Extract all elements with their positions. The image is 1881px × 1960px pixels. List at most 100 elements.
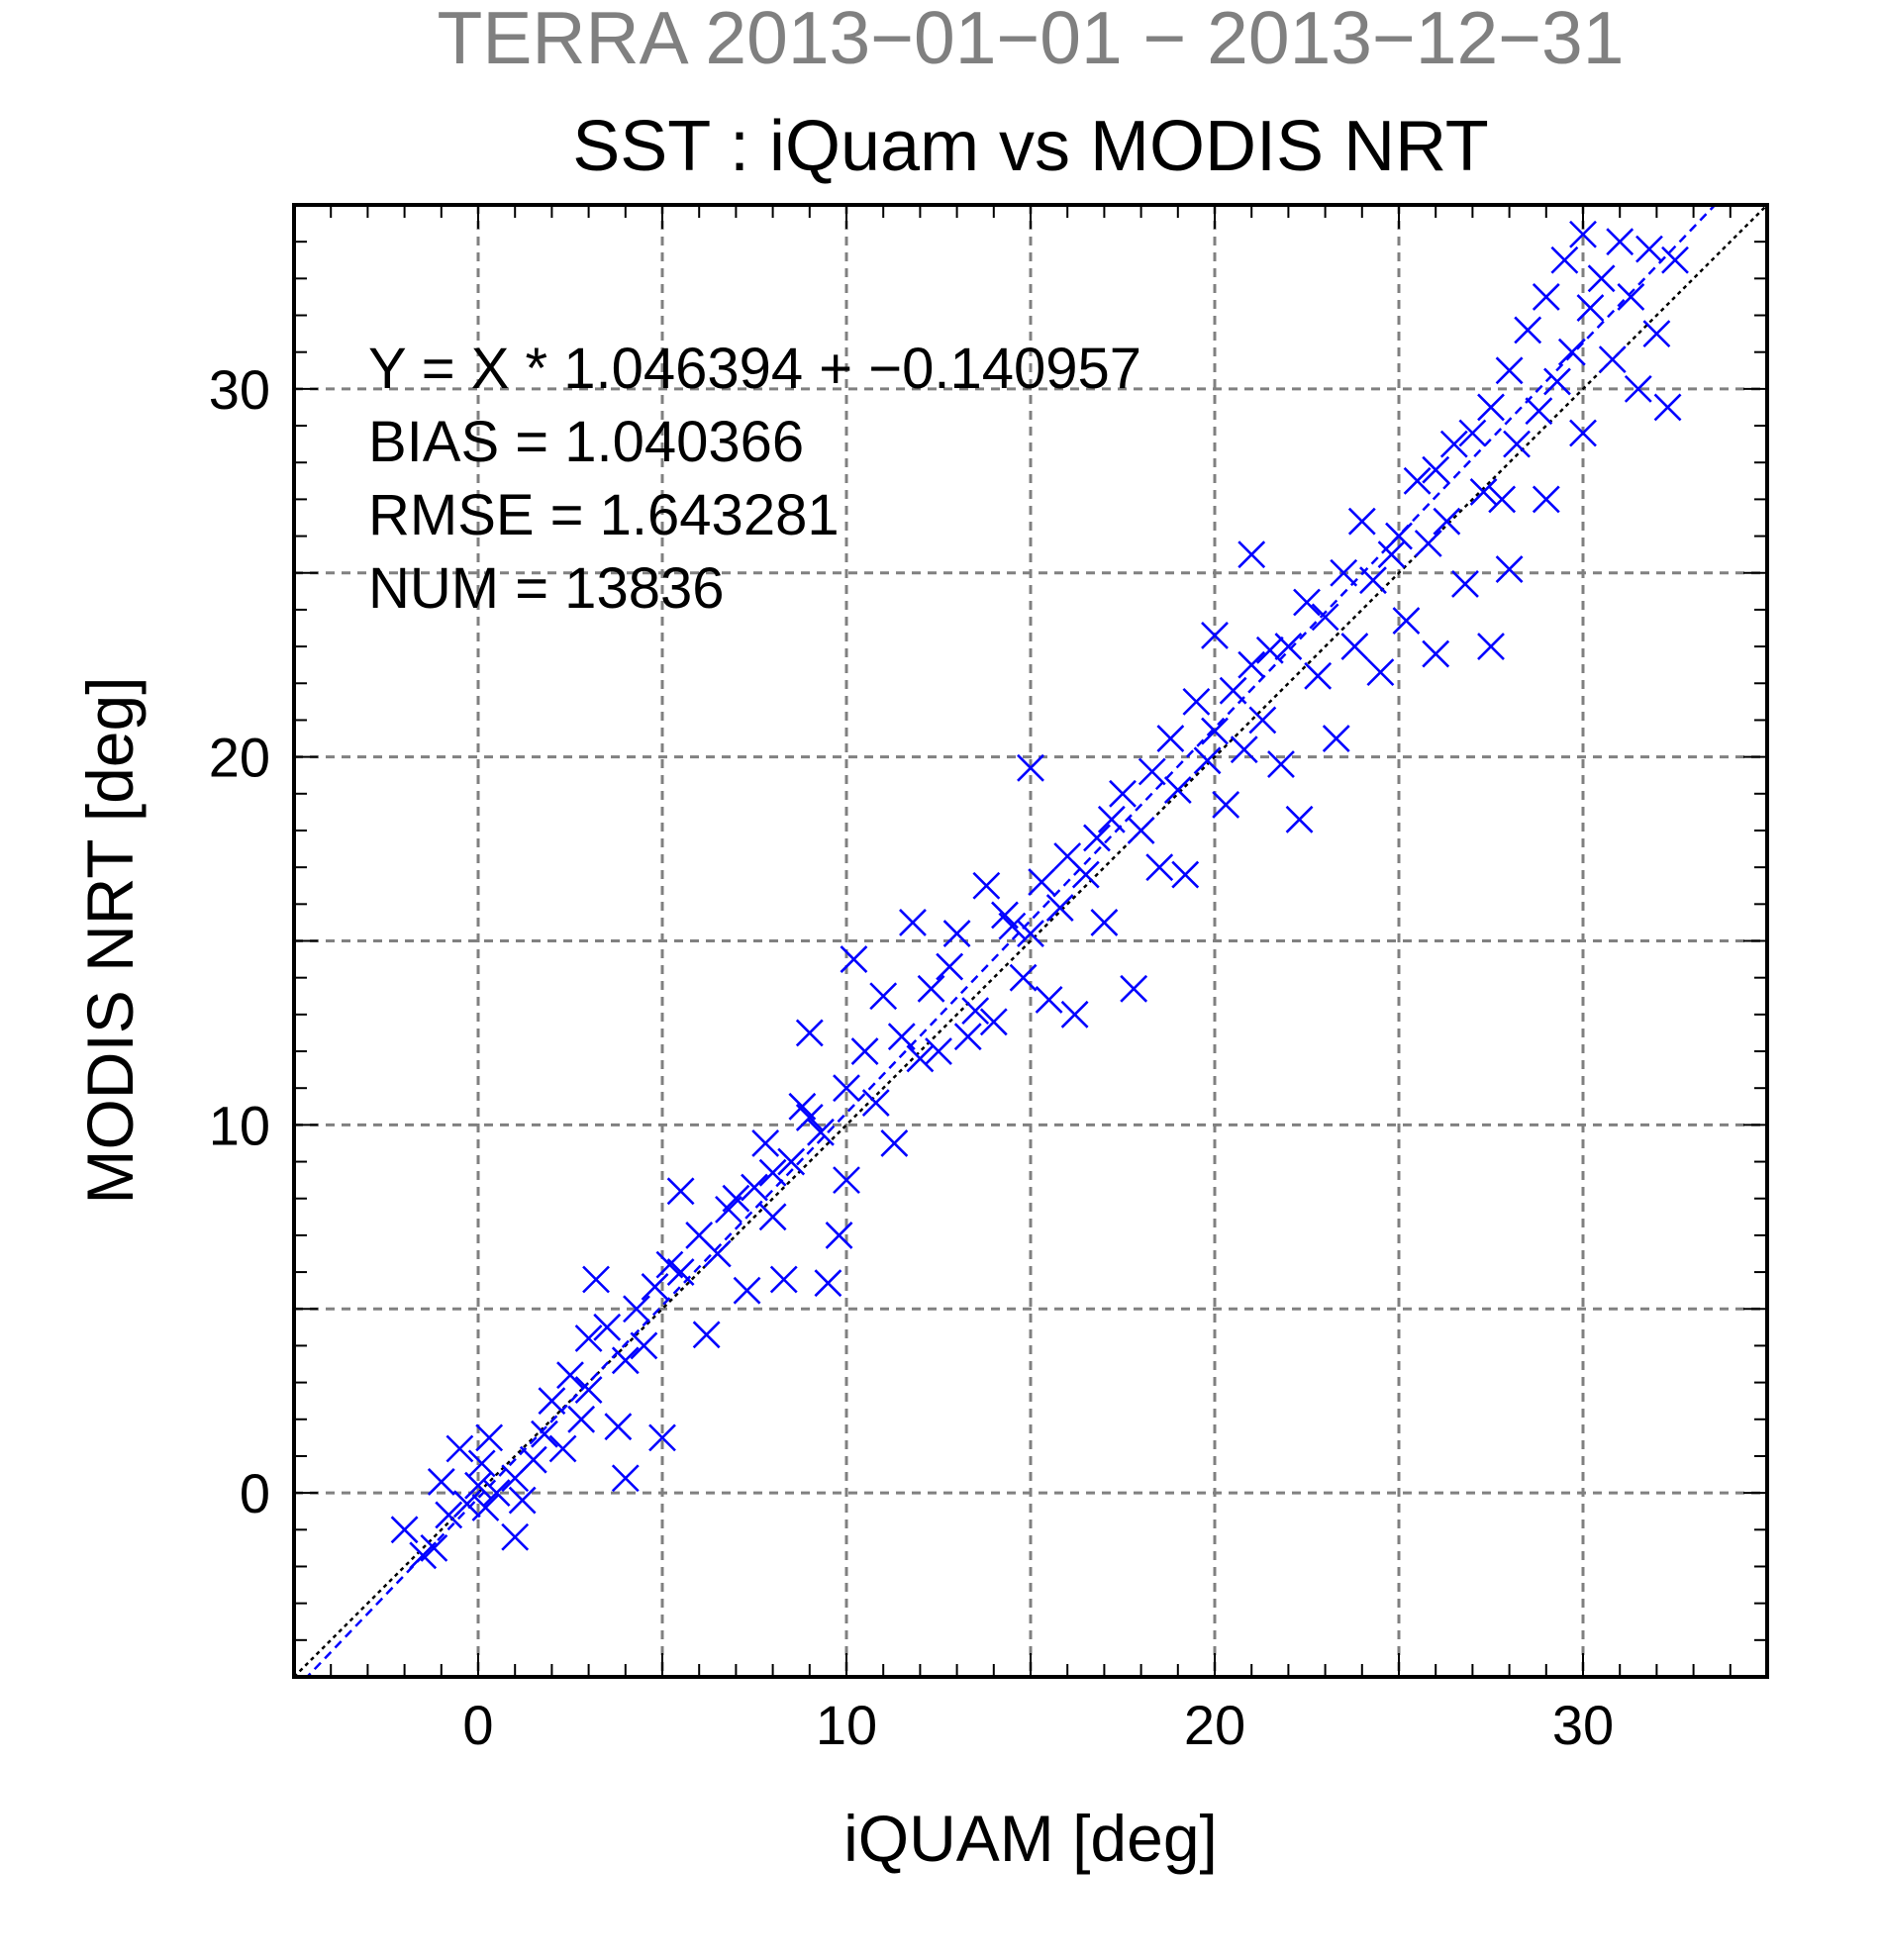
stats-box: Y = X * 1.046394 + −0.140957 BIAS = 1.04…: [368, 337, 1141, 621]
data-point: [1377, 540, 1406, 569]
y-tick-label: 30: [209, 358, 270, 421]
data-point: [1598, 345, 1627, 374]
stat-fit-equation: Y = X * 1.046394 + −0.140957: [368, 337, 1141, 401]
stat-rmse: RMSE = 1.643281: [368, 483, 840, 547]
data-point: [1576, 294, 1605, 323]
y-axis-label: MODIS NRT [deg]: [73, 676, 147, 1204]
data-point: [795, 1104, 824, 1131]
data-point: [1267, 750, 1295, 778]
data-point: [1617, 283, 1645, 311]
data-point: [751, 1129, 780, 1157]
data-point: [1385, 522, 1413, 550]
data-point: [906, 1044, 935, 1073]
data-point: [825, 1221, 853, 1249]
data-point: [741, 1173, 768, 1202]
data-point: [1171, 860, 1200, 889]
data-point: [703, 1239, 732, 1268]
data-point: [1212, 791, 1240, 819]
data-point: [1156, 725, 1185, 752]
data-point: [1028, 868, 1056, 896]
data-points: [390, 220, 1689, 1570]
data-point: [1569, 220, 1597, 248]
data-point: [1477, 393, 1505, 422]
data-point: [1219, 676, 1247, 705]
data-point: [979, 1008, 1008, 1036]
data-point: [1550, 245, 1579, 274]
y-tick-label: 20: [209, 727, 270, 789]
data-point: [604, 1413, 633, 1441]
chart-title: TERRA 2013−01−01 − 2013−12−31: [438, 0, 1625, 79]
data-point: [1083, 824, 1111, 852]
data-point: [758, 1158, 787, 1187]
data-point: [1532, 485, 1560, 514]
data-point: [1525, 397, 1553, 426]
data-point: [1635, 235, 1663, 263]
data-point: [833, 1166, 860, 1195]
data-point: [869, 982, 898, 1011]
data-point: [1120, 974, 1148, 1003]
data-point: [833, 1074, 860, 1103]
data-point: [1340, 633, 1369, 661]
data-point: [475, 1423, 504, 1452]
data-point: [1238, 650, 1266, 679]
data-point: [482, 1479, 511, 1508]
data-point: [556, 1361, 584, 1390]
data-point: [1477, 633, 1505, 661]
data-point: [1557, 338, 1586, 366]
data-point: [953, 1023, 982, 1051]
data-point: [574, 1376, 603, 1404]
data-point: [1201, 622, 1229, 649]
data-point: [1017, 753, 1044, 782]
data-point: [390, 1516, 419, 1544]
data-point: [1414, 530, 1442, 557]
data-point: [1532, 283, 1560, 311]
data-point: [1503, 430, 1531, 458]
y-tick-label: 10: [209, 1094, 270, 1156]
data-point: [427, 1468, 455, 1496]
data-point: [1495, 356, 1524, 385]
data-point: [936, 952, 964, 981]
data-point: [1606, 228, 1634, 256]
data-point: [795, 1019, 824, 1047]
data-point: [1230, 735, 1258, 764]
data-point: [722, 1184, 750, 1213]
data-point: [1304, 661, 1333, 690]
data-point: [1060, 1000, 1089, 1029]
data-point: [840, 945, 868, 974]
data-point: [446, 1434, 474, 1463]
data-point: [942, 920, 971, 947]
data-point: [648, 1423, 676, 1452]
data-point: [464, 1471, 492, 1500]
data-point: [1090, 908, 1119, 936]
chart-subtitle: SST : iQuam vs MODIS NRT: [572, 107, 1489, 186]
data-point: [1285, 805, 1314, 833]
data-point: [1163, 776, 1192, 805]
data-point: [1274, 633, 1303, 661]
data-point: [531, 1420, 558, 1448]
data-point: [1045, 894, 1074, 922]
data-point: [1488, 485, 1517, 514]
data-point: [1311, 603, 1339, 632]
data-point: [548, 1434, 577, 1463]
data-point: [1439, 430, 1468, 458]
x-tick-label: 0: [462, 1694, 493, 1756]
data-point: [998, 912, 1027, 940]
x-tick-label: 10: [816, 1694, 877, 1756]
data-point: [769, 1265, 798, 1294]
data-point: [1109, 779, 1137, 808]
data-point: [758, 1203, 787, 1231]
data-point: [420, 1533, 448, 1562]
data-point: [961, 997, 990, 1026]
data-point: [519, 1445, 547, 1474]
data-point: [593, 1313, 622, 1341]
data-point: [641, 1273, 669, 1301]
data-point: [1255, 636, 1284, 664]
x-tick-label: 30: [1552, 1694, 1614, 1756]
x-tick-labels: 0 10 20 30: [462, 1694, 1614, 1756]
data-point: [471, 1494, 500, 1521]
data-point: [925, 1037, 952, 1065]
data-point: [467, 1449, 496, 1478]
data-point: [1182, 687, 1211, 716]
data-point: [1347, 507, 1376, 536]
